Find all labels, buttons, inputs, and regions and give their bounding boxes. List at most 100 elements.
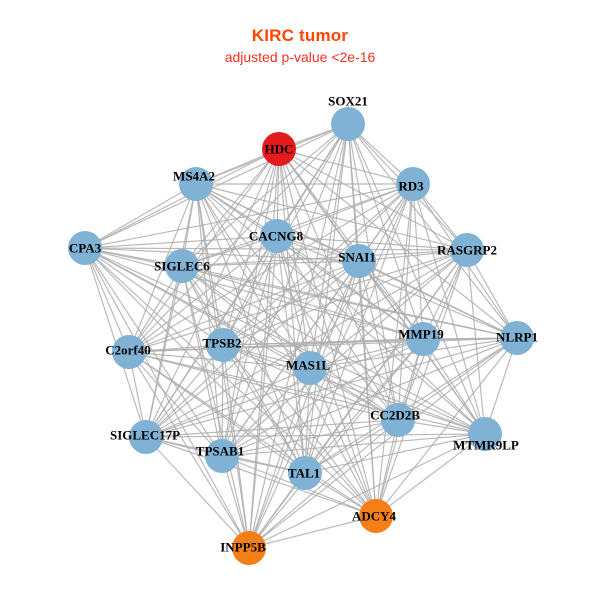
graph-edge — [248, 249, 468, 549]
graph-edge — [145, 337, 518, 438]
graph-edge — [375, 337, 518, 517]
graph-node-nlrp1[interactable] — [500, 321, 534, 355]
graph-edge — [84, 247, 130, 353]
graph-edge — [181, 265, 424, 340]
graph-node-sox21[interactable] — [331, 107, 365, 141]
graph-edge — [221, 260, 360, 457]
graph-edge — [84, 183, 414, 249]
graph-node-hdc[interactable] — [262, 132, 296, 166]
graph-edge — [84, 247, 224, 346]
graph-node-ms4a2[interactable] — [179, 167, 213, 201]
graph-edge — [195, 183, 424, 340]
graph-edge — [278, 148, 518, 339]
graph-edge — [195, 183, 311, 369]
graph-edge — [222, 344, 306, 474]
graph-edge — [276, 235, 399, 421]
graph-node-tpsb2[interactable] — [206, 328, 240, 362]
graph-edge — [304, 419, 399, 474]
graph-edge — [128, 183, 414, 353]
graph-node-rasgrp2[interactable] — [450, 233, 484, 267]
graph-node-tpsab1[interactable] — [205, 439, 239, 473]
graph-edge — [309, 260, 360, 369]
graph-edge — [309, 249, 468, 369]
graph-edge — [248, 123, 349, 549]
graph-edge — [195, 183, 468, 251]
graph-edge — [309, 338, 424, 369]
graph-edge — [309, 123, 349, 369]
node-layer — [68, 107, 534, 565]
graph-node-rd3[interactable] — [396, 167, 430, 201]
graph-node-mmp19[interactable] — [406, 322, 440, 356]
graph-edge — [145, 260, 360, 438]
graph-node-snai1[interactable] — [342, 244, 376, 278]
graph-edge — [128, 260, 360, 353]
graph-edge — [181, 183, 414, 267]
graph-edge — [222, 148, 280, 346]
graph-edge — [304, 367, 311, 474]
graph-edge — [128, 337, 518, 353]
graph-edge — [84, 247, 250, 549]
graph-edge — [128, 351, 223, 457]
graph-edge — [145, 433, 486, 438]
graph-node-c2orf40[interactable] — [112, 335, 146, 369]
graph-node-siglec6[interactable] — [165, 249, 199, 283]
graph-edge — [128, 351, 250, 549]
graph-edge — [128, 183, 197, 353]
graph-node-cacng8[interactable] — [260, 219, 294, 253]
graph-edge — [181, 265, 306, 474]
graph-edge — [181, 265, 518, 339]
graph-edge — [276, 235, 424, 340]
graph-edge — [221, 433, 486, 457]
graph-edge — [145, 265, 183, 438]
graph-edge — [248, 515, 377, 549]
graph-edge — [145, 344, 224, 438]
graph-edge — [347, 123, 424, 340]
graph-edge — [422, 338, 486, 435]
graph-edge — [145, 436, 250, 549]
graph-node-cc2d2b[interactable] — [381, 403, 415, 437]
graph-edge — [84, 247, 223, 457]
graph-edge — [145, 419, 399, 438]
graph-edge — [276, 235, 486, 435]
graph-edge — [128, 351, 486, 435]
graph-edge — [309, 367, 486, 435]
graph-edge — [221, 344, 224, 457]
graph-edge — [276, 235, 377, 517]
graph-edge — [128, 351, 377, 517]
graph-node-siglec17p[interactable] — [129, 420, 163, 454]
graph-edge — [84, 247, 377, 517]
graph-edge — [248, 148, 280, 549]
graph-edge — [84, 123, 349, 249]
graph-edge — [222, 235, 278, 346]
graph-edge — [248, 260, 360, 549]
graph-edge — [84, 183, 197, 249]
graph-node-cpa3[interactable] — [68, 231, 102, 265]
graph-edge — [222, 337, 518, 346]
graph-edge — [84, 247, 486, 435]
graph-edge — [276, 235, 306, 474]
graph-edge — [358, 260, 377, 517]
graph-edge — [309, 367, 399, 421]
graph-edge — [84, 148, 280, 249]
graph-node-mtmr9lp[interactable] — [468, 417, 502, 451]
graph-edge — [145, 436, 377, 517]
graph-node-tal1[interactable] — [288, 456, 322, 490]
graph-edge — [221, 419, 399, 457]
graph-node-mas1l[interactable] — [293, 351, 327, 385]
graph-edge — [276, 235, 468, 251]
graph-edge — [466, 249, 486, 435]
graph-edge — [195, 183, 399, 421]
edge-layer — [84, 123, 518, 549]
graph-edge — [248, 433, 486, 549]
graph-edge — [181, 260, 360, 267]
graph-edge — [181, 249, 468, 267]
graph-node-inpp5b[interactable] — [232, 531, 266, 565]
graph-node-adcy4[interactable] — [359, 499, 393, 533]
graph-edge — [278, 148, 414, 185]
graph-edge — [222, 344, 486, 435]
graph-edge — [181, 265, 250, 549]
graph-edge — [221, 148, 280, 457]
graph-edge — [145, 148, 280, 438]
